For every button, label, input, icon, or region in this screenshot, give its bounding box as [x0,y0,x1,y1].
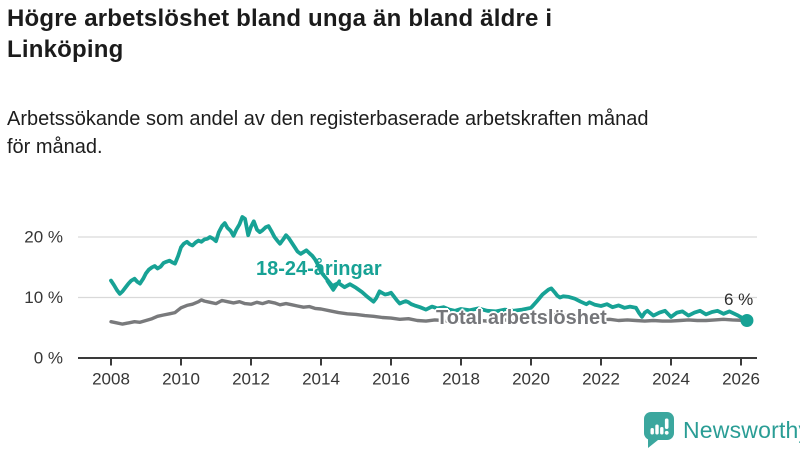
y-tick-label-0: 0 % [34,349,63,368]
latest-value-label: 6 % [724,290,754,309]
x-tick-label-2008: 2008 [92,370,130,389]
newsworthy-logo[interactable]: Newsworthy [643,412,800,448]
y-tick-label-20: 20 % [24,228,63,247]
series-label-youth: 18-24-åringar [256,258,382,280]
x-tick-label-2020: 2020 [512,370,550,389]
newsworthy-icon [644,412,674,448]
x-tick-label-2012: 2012 [232,370,270,389]
youth-label-arrow-icon [325,279,341,292]
chart-subtitle-line-2: för månad. [7,136,103,158]
chart-subtitle-line-1: Arbetssökande som andel av den registerb… [7,108,649,130]
x-tick-label-2018: 2018 [442,370,480,389]
series-label-total: Total arbetslöshet [436,307,607,329]
chart-subtitle: Arbetssökande som andel av den registerb… [7,105,795,161]
page-title-line-2: Linköping [7,36,124,63]
youth-series-line [109,298,749,326]
x-tick-label-2016: 2016 [372,370,410,389]
page-title-line-1: Högre arbetslöshet bland unga än bland ä… [7,5,553,32]
page-title: Högre arbetslöshet bland unga än bland ä… [7,3,787,65]
x-tick-label-2026: 2026 [722,370,760,389]
newsworthy-logo-text: Newsworthy [683,416,800,443]
total-series-line [109,215,749,323]
x-tick-label-2024: 2024 [652,370,690,389]
x-tick-label-2010: 2010 [162,370,200,389]
latest-value-dot [740,313,754,327]
y-tick-label-10: 10 % [24,288,63,307]
x-tick-label-2022: 2022 [582,370,620,389]
x-tick-label-2014: 2014 [302,370,340,389]
